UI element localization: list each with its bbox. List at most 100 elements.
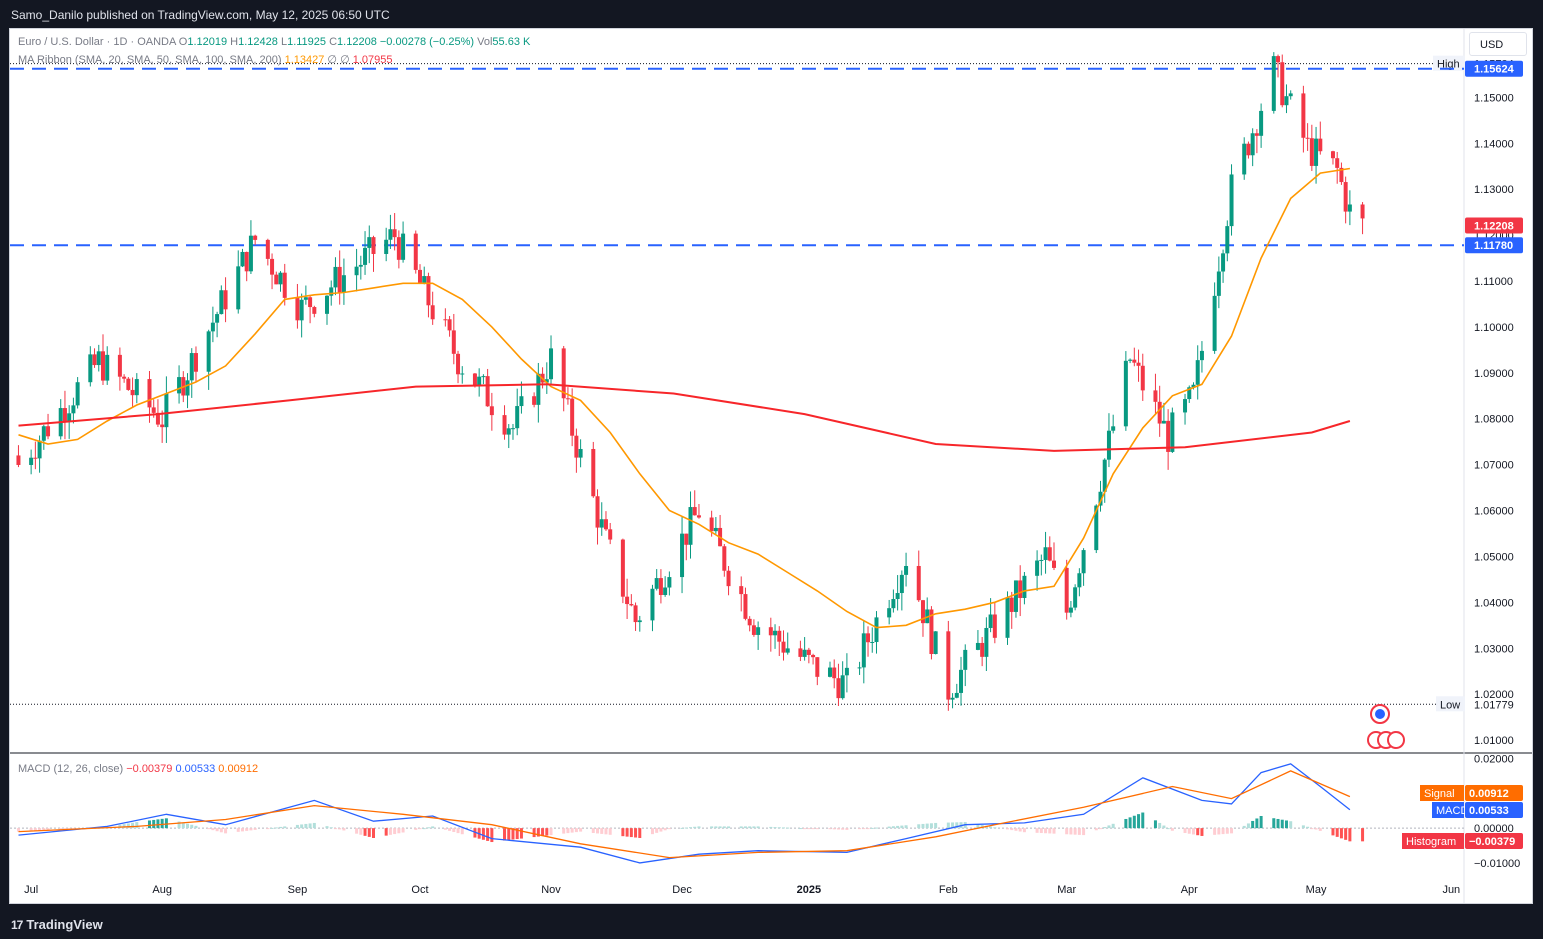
- macd-histogram-bar: [519, 828, 523, 839]
- candle-body: [1229, 174, 1234, 227]
- macd-histogram-bar: [748, 826, 752, 829]
- macd-histogram-bar: [828, 828, 832, 830]
- macd-histogram-bar: [42, 828, 46, 831]
- macd-histogram-bar: [815, 828, 819, 830]
- macd-histogram-bar: [1094, 828, 1098, 831]
- sma20-line: [18, 167, 1351, 629]
- macd-histogram-bar: [325, 826, 329, 829]
- macd-histogram-bar: [1111, 823, 1115, 829]
- candle-body: [781, 641, 786, 653]
- candle-body: [1254, 133, 1259, 136]
- candle-body: [663, 587, 668, 595]
- candle-body: [134, 379, 139, 396]
- candle-body: [891, 599, 896, 609]
- candle-body: [1242, 143, 1247, 175]
- macd-histogram-bar: [891, 826, 895, 829]
- macd-histogram-bar: [1310, 828, 1314, 830]
- candle-body: [1221, 253, 1226, 272]
- candle-body: [984, 627, 989, 657]
- candle-body: [988, 614, 993, 628]
- macd-histogram-bar: [279, 826, 283, 829]
- candle-body: [282, 272, 287, 298]
- candle-body: [1314, 138, 1319, 166]
- time-tick-label: Apr: [1181, 884, 1198, 896]
- candle-body: [456, 353, 461, 375]
- symbol-title: Euro / U.S. Dollar · 1D · OANDA: [18, 36, 176, 48]
- candle-body: [367, 237, 372, 248]
- price-tick-label: 1.06000: [1474, 506, 1514, 518]
- tradingview-logo-icon: 17: [11, 917, 23, 932]
- level-price-tag: [1465, 60, 1523, 77]
- candle-body: [75, 382, 80, 406]
- candle-body: [1018, 580, 1023, 598]
- candle-body: [874, 617, 879, 643]
- macd-histogram-bar: [1069, 828, 1073, 835]
- macd-histogram-bar: [596, 828, 600, 834]
- candle-body: [1339, 167, 1344, 183]
- macd-histogram-bar: [135, 822, 139, 829]
- candle-body: [193, 353, 198, 372]
- price-tick-label: 1.15000: [1474, 92, 1514, 104]
- macd-histogram-bar: [541, 828, 545, 837]
- candle-body: [485, 376, 490, 407]
- macd-histogram-bar: [194, 825, 198, 829]
- candle-body: [189, 353, 194, 381]
- candle-body: [426, 276, 431, 306]
- currency-button[interactable]: USD: [1469, 32, 1527, 56]
- macd-histogram-bar: [1255, 818, 1259, 829]
- candle-body: [62, 408, 67, 422]
- candle-body: [637, 620, 642, 623]
- candle-body: [443, 319, 448, 321]
- macd-histogram-bar: [752, 826, 756, 829]
- macd-signal-value: 0.00912: [218, 763, 259, 775]
- macd-histogram-bar: [1251, 820, 1255, 829]
- macd-histogram-bar: [1162, 825, 1166, 829]
- candle-body: [1347, 204, 1352, 212]
- candle-body: [811, 654, 816, 658]
- candle-body: [1284, 96, 1289, 106]
- candle-body: [1064, 567, 1069, 613]
- candle-body: [692, 507, 697, 516]
- candle-body: [963, 649, 968, 670]
- candle-body: [295, 297, 300, 321]
- price-tick-label: 1.11000: [1474, 276, 1513, 288]
- macd-histogram-bar: [312, 822, 316, 829]
- candle-body: [481, 376, 486, 378]
- candle-body: [392, 229, 397, 238]
- candle-body: [92, 354, 97, 366]
- macd-histogram-bar: [1344, 828, 1348, 840]
- tradingview-logo[interactable]: 17 TradingView: [11, 917, 103, 932]
- macd-tag-label: Histogram: [1406, 836, 1456, 848]
- price-tick-label: 1.02000: [1474, 689, 1514, 701]
- candle-body: [401, 233, 406, 260]
- candle-body: [1250, 133, 1255, 156]
- macd-histogram-bar: [384, 828, 388, 836]
- macd-histogram-bar: [836, 828, 840, 830]
- candle-body: [1183, 399, 1188, 413]
- main-legend: Euro / U.S. Dollar · 1D · OANDA O1.12019…: [18, 36, 531, 48]
- macd-histogram-bar: [481, 828, 485, 840]
- macd-histogram-bar: [131, 822, 135, 829]
- macd-tag-value: −0.00379: [1469, 836, 1515, 848]
- candle-body: [603, 519, 608, 530]
- macd-histogram-bar: [33, 828, 37, 831]
- candle-body: [274, 274, 279, 285]
- macd-histogram-bar: [1039, 828, 1043, 834]
- last-price-tag: [1465, 217, 1523, 234]
- chart-panel[interactable]: [9, 28, 1533, 904]
- candle-body: [1318, 138, 1323, 152]
- candle-body: [71, 405, 76, 414]
- macd-histogram-bar: [1335, 828, 1339, 837]
- candle-body: [105, 354, 110, 381]
- macd-line-value: 0.00533: [175, 763, 216, 775]
- candle-body: [1157, 401, 1162, 424]
- macd-histogram-bar: [160, 818, 164, 829]
- macd-histogram-bar: [329, 827, 333, 829]
- macd-histogram-bar: [680, 827, 684, 829]
- macd-histogram-bar: [1348, 828, 1352, 842]
- candle-body: [713, 527, 718, 532]
- macd-legend: MACD (12, 26, close) −0.00379 0.00533 0.…: [18, 763, 258, 775]
- macd-histogram-bar: [372, 828, 375, 838]
- macd-histogram-bar: [655, 828, 659, 833]
